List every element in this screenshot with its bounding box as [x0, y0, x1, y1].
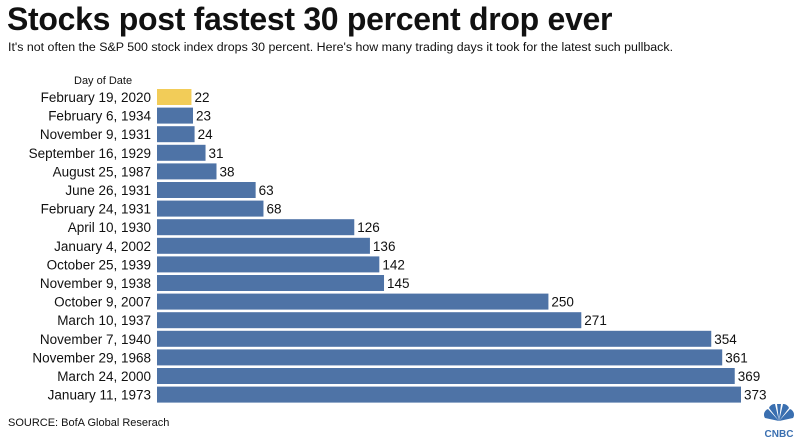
- category-label: August 25, 1987: [53, 164, 151, 179]
- category-label: June 26, 1931: [65, 183, 151, 198]
- category-label: October 9, 2007: [54, 295, 151, 310]
- bar: [157, 349, 723, 366]
- bar: [157, 237, 370, 254]
- value-label: 38: [219, 164, 234, 179]
- bar: [157, 312, 582, 329]
- value-label: 145: [387, 276, 410, 291]
- category-label: March 24, 2000: [57, 369, 151, 384]
- value-label: 22: [194, 90, 209, 105]
- category-label: November 9, 1931: [40, 127, 151, 142]
- category-label: February 6, 1934: [48, 109, 151, 124]
- bar: [157, 107, 194, 124]
- value-label: 369: [738, 369, 761, 384]
- category-label: September 16, 1929: [29, 146, 151, 161]
- bar: [157, 330, 712, 347]
- value-label: 250: [551, 295, 574, 310]
- value-label: 136: [373, 239, 396, 254]
- svg-text:CNBC: CNBC: [765, 429, 794, 440]
- category-label: February 19, 2020: [41, 90, 151, 105]
- category-label: March 10, 1937: [57, 313, 151, 328]
- bar: [157, 89, 192, 105]
- value-label: 68: [266, 202, 281, 217]
- bar: [157, 182, 256, 198]
- value-label: 23: [196, 109, 211, 124]
- bar: [157, 126, 195, 143]
- cnbc-peacock-logo: CNBC: [763, 404, 795, 440]
- category-label: November 9, 1938: [40, 276, 151, 291]
- value-label: 361: [725, 350, 748, 365]
- value-label: 126: [357, 220, 380, 235]
- category-label: October 25, 1939: [47, 257, 151, 272]
- category-label: November 7, 1940: [40, 332, 151, 347]
- category-label: February 24, 1931: [41, 202, 151, 217]
- bar: [157, 256, 380, 273]
- bar: [157, 275, 385, 291]
- value-label: 24: [198, 127, 214, 142]
- bar: [157, 386, 741, 403]
- chart-subtitle: It's not often the S&P 500 stock index d…: [8, 40, 674, 54]
- bar-chart: February 19, 2020 22 February 6, 1934 23 Nov…: [29, 89, 767, 403]
- value-label: 142: [382, 257, 405, 272]
- bar: [157, 293, 549, 310]
- value-label: 271: [584, 313, 607, 328]
- category-label: November 29, 1968: [32, 350, 151, 365]
- value-label: 63: [259, 183, 274, 198]
- bar: [157, 144, 206, 161]
- value-label: 354: [714, 332, 737, 347]
- category-label: January 11, 1973: [48, 388, 151, 403]
- category-label: January 4, 2002: [54, 239, 151, 254]
- bar: [157, 200, 264, 217]
- category-label: April 10, 1930: [68, 220, 151, 235]
- value-label: 373: [744, 388, 767, 403]
- value-label: 31: [209, 146, 224, 161]
- bar: [157, 163, 217, 180]
- bar: [157, 219, 355, 236]
- source-note: SOURCE: BofA Global Reserach: [8, 417, 170, 429]
- bar: [157, 368, 735, 384]
- chart-title: Stocks post fastest 30 percent drop ever: [7, 1, 613, 37]
- category-header: Day of Date: [74, 75, 133, 87]
